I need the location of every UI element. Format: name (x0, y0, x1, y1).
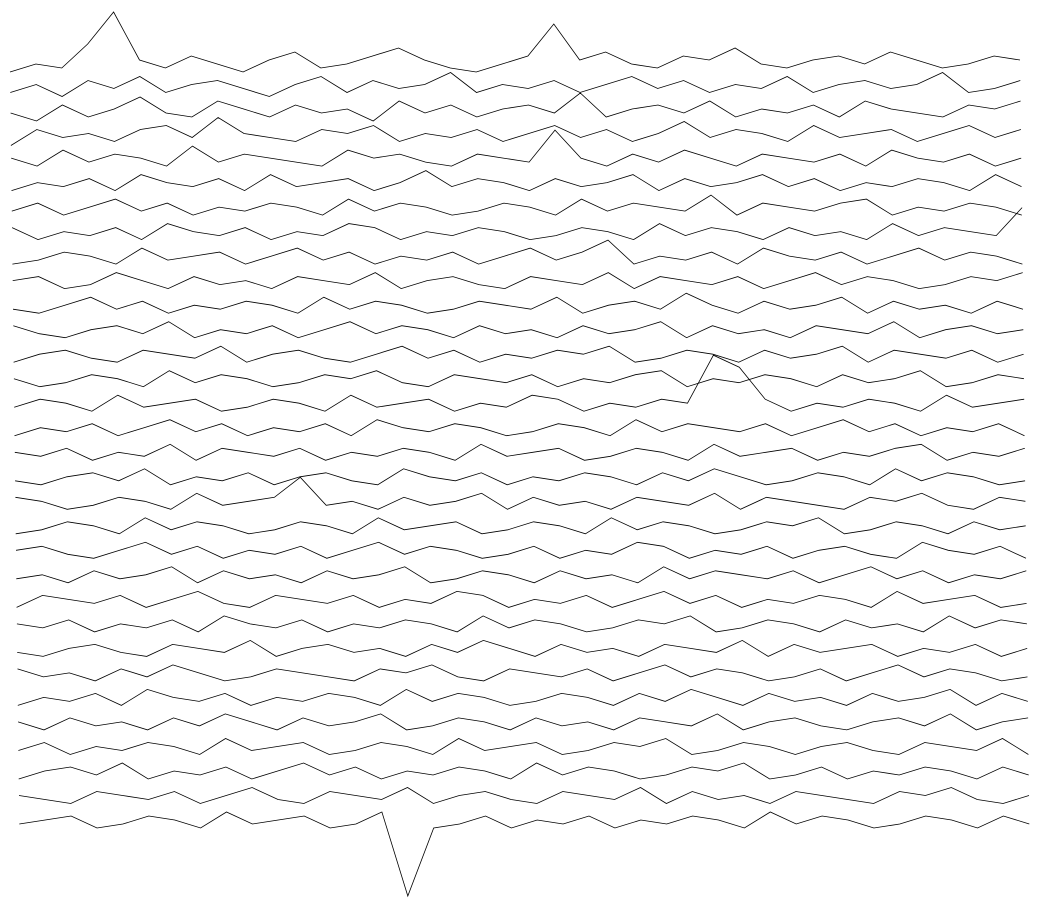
ridge-line (16, 590, 1027, 608)
ridge-line (16, 615, 1027, 633)
ridge-line (15, 541, 1027, 559)
ridge-line (13, 345, 1024, 363)
ridge-line (11, 170, 1022, 192)
ridge-line (18, 738, 1029, 755)
ridge-line (16, 566, 1027, 584)
ridge-line (15, 468, 1026, 486)
ridge-line (14, 354, 1025, 412)
ridge-line (12, 239, 1023, 265)
ridge-line (14, 443, 1025, 461)
ridge-line (11, 194, 1022, 216)
ridge-line (19, 811, 1030, 898)
ridge-line (13, 370, 1024, 388)
ridge-line (17, 664, 1028, 682)
ridge-line (11, 129, 1022, 167)
ridge-line (11, 207, 1023, 241)
ridge-line (17, 713, 1029, 731)
ridge-line (10, 92, 1021, 122)
ridge-line (13, 321, 1024, 339)
ridge-line (12, 292, 1024, 314)
ridge-line (14, 419, 1025, 437)
ridge-line (17, 639, 1028, 657)
ridge-line (15, 476, 1026, 510)
ridge-line (18, 762, 1029, 780)
ridge-line (12, 272, 1023, 290)
ridge-line (15, 517, 1026, 535)
ridge-line (17, 688, 1028, 706)
ridge-line (9, 11, 1021, 73)
ridge-line (10, 72, 1021, 97)
ridge-line (18, 787, 1030, 804)
ridge-line (10, 117, 1022, 146)
